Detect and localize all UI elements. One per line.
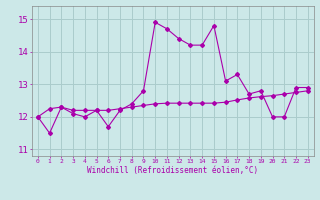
X-axis label: Windchill (Refroidissement éolien,°C): Windchill (Refroidissement éolien,°C) <box>87 166 258 175</box>
